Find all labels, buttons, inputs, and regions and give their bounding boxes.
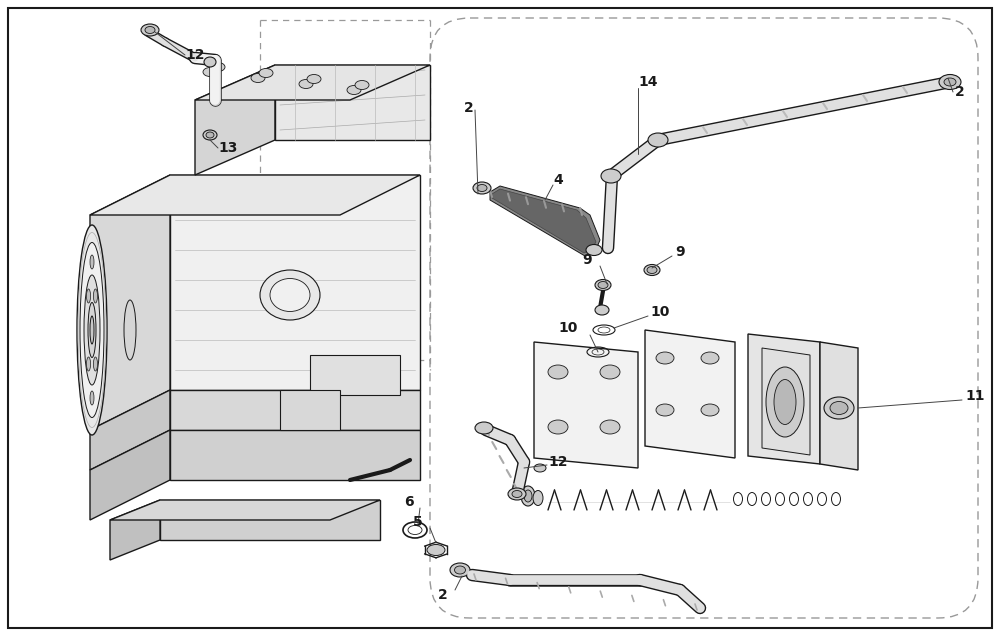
Ellipse shape <box>595 305 609 315</box>
Ellipse shape <box>475 422 493 434</box>
Ellipse shape <box>648 133 668 147</box>
Text: 2: 2 <box>955 85 965 99</box>
Ellipse shape <box>251 74 265 83</box>
Ellipse shape <box>454 566 466 574</box>
Polygon shape <box>492 189 596 253</box>
Ellipse shape <box>84 275 100 385</box>
Polygon shape <box>170 430 420 480</box>
Polygon shape <box>310 355 400 395</box>
Text: 12: 12 <box>548 455 568 469</box>
Text: 5: 5 <box>413 515 423 529</box>
Text: 10: 10 <box>559 321 578 335</box>
Polygon shape <box>280 390 340 430</box>
Text: 2: 2 <box>438 588 448 602</box>
Ellipse shape <box>766 367 804 437</box>
Ellipse shape <box>656 352 674 364</box>
Ellipse shape <box>203 130 217 140</box>
Ellipse shape <box>939 74 961 90</box>
Ellipse shape <box>80 242 104 417</box>
Ellipse shape <box>93 357 97 371</box>
Ellipse shape <box>90 316 94 344</box>
Ellipse shape <box>598 282 608 289</box>
Polygon shape <box>820 342 858 470</box>
Text: 11: 11 <box>965 389 984 403</box>
Ellipse shape <box>473 182 491 194</box>
Polygon shape <box>170 175 420 390</box>
Ellipse shape <box>824 397 854 419</box>
Ellipse shape <box>203 67 217 76</box>
Ellipse shape <box>586 244 602 256</box>
Ellipse shape <box>90 391 94 405</box>
Ellipse shape <box>299 80 313 88</box>
Polygon shape <box>110 500 160 560</box>
Ellipse shape <box>259 69 273 78</box>
Ellipse shape <box>87 289 91 303</box>
Ellipse shape <box>124 300 136 360</box>
Ellipse shape <box>427 544 445 555</box>
Polygon shape <box>90 430 170 520</box>
Text: 12: 12 <box>185 48 205 62</box>
Ellipse shape <box>206 132 214 138</box>
Ellipse shape <box>307 74 321 83</box>
Text: 14: 14 <box>638 75 658 89</box>
Polygon shape <box>90 470 420 480</box>
Polygon shape <box>762 348 810 455</box>
Polygon shape <box>534 342 638 468</box>
Ellipse shape <box>93 289 97 303</box>
Ellipse shape <box>145 27 155 34</box>
Text: 9: 9 <box>582 253 592 267</box>
Polygon shape <box>748 334 820 464</box>
Ellipse shape <box>141 24 159 36</box>
Ellipse shape <box>347 85 361 95</box>
Ellipse shape <box>701 352 719 364</box>
Ellipse shape <box>270 279 310 312</box>
Ellipse shape <box>548 420 568 434</box>
Ellipse shape <box>211 62 225 71</box>
Polygon shape <box>160 500 380 540</box>
Ellipse shape <box>88 303 96 357</box>
Polygon shape <box>195 65 275 175</box>
Ellipse shape <box>647 266 657 273</box>
Ellipse shape <box>260 270 320 320</box>
Polygon shape <box>195 65 430 100</box>
Polygon shape <box>90 175 420 215</box>
Ellipse shape <box>533 490 543 506</box>
Ellipse shape <box>77 225 107 435</box>
Ellipse shape <box>355 81 369 90</box>
Ellipse shape <box>774 380 796 424</box>
Ellipse shape <box>600 365 620 379</box>
Ellipse shape <box>548 365 568 379</box>
Polygon shape <box>645 330 735 458</box>
Ellipse shape <box>204 57 216 67</box>
Text: 9: 9 <box>675 245 685 259</box>
Polygon shape <box>275 65 430 140</box>
Ellipse shape <box>944 78 956 86</box>
Text: 2: 2 <box>464 101 474 115</box>
Ellipse shape <box>656 404 674 416</box>
Ellipse shape <box>644 265 660 275</box>
Ellipse shape <box>701 404 719 416</box>
Ellipse shape <box>508 488 526 500</box>
Polygon shape <box>170 390 420 430</box>
Ellipse shape <box>477 184 487 191</box>
Polygon shape <box>90 390 170 470</box>
Ellipse shape <box>524 490 532 502</box>
Ellipse shape <box>521 486 535 506</box>
Ellipse shape <box>90 255 94 269</box>
Polygon shape <box>110 500 380 520</box>
Polygon shape <box>490 186 600 256</box>
Ellipse shape <box>595 279 611 291</box>
Ellipse shape <box>830 401 848 415</box>
Ellipse shape <box>601 169 621 183</box>
Ellipse shape <box>600 420 620 434</box>
Ellipse shape <box>534 464 546 472</box>
Text: 6: 6 <box>404 495 414 509</box>
Text: 13: 13 <box>218 141 237 155</box>
Polygon shape <box>90 175 170 430</box>
Text: 4: 4 <box>553 173 563 187</box>
Text: 10: 10 <box>650 305 669 319</box>
Ellipse shape <box>87 357 91 371</box>
Ellipse shape <box>450 563 470 577</box>
Ellipse shape <box>512 490 522 497</box>
